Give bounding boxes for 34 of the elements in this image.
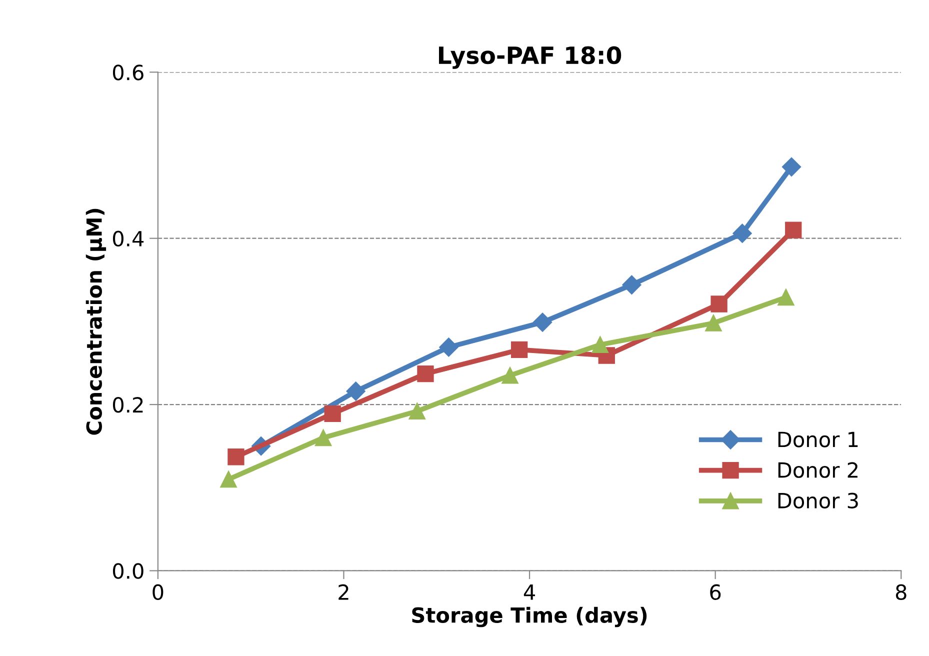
x-tick-label: 6 xyxy=(710,584,721,600)
point xyxy=(510,341,528,358)
point xyxy=(220,470,237,488)
chart-title: Lyso-PAF 18:0 xyxy=(438,46,622,69)
point xyxy=(228,448,244,466)
point xyxy=(710,296,728,312)
point xyxy=(417,365,434,382)
point xyxy=(439,338,458,357)
point xyxy=(785,222,802,238)
point xyxy=(314,429,332,446)
y-axis-title: Concentration (µM) xyxy=(86,208,106,435)
y-tick-label: 0.6 xyxy=(112,64,144,80)
point xyxy=(346,382,366,401)
point xyxy=(622,275,642,294)
x-tick-label: 0 xyxy=(152,584,164,600)
point xyxy=(592,336,608,354)
point xyxy=(408,402,426,420)
legend-label: Donor 2 xyxy=(778,462,858,478)
legend-label: Donor 3 xyxy=(778,492,858,508)
x-tick-label: 4 xyxy=(524,584,535,600)
x-tick-label: 8 xyxy=(896,584,906,600)
x-axis-title: Storage Time (days) xyxy=(412,606,647,628)
point xyxy=(533,312,552,332)
point xyxy=(782,157,802,176)
y-tick-label: 0.0 xyxy=(112,563,144,579)
point xyxy=(705,314,722,332)
y-tick-label: 0.2 xyxy=(112,396,143,413)
point xyxy=(324,405,341,422)
x-tick-label: 2 xyxy=(338,584,348,600)
point xyxy=(778,289,794,306)
legend-label: Donor 1 xyxy=(778,432,858,448)
y-tick-label: 0.4 xyxy=(112,230,144,247)
point xyxy=(732,224,752,243)
point xyxy=(502,367,518,384)
